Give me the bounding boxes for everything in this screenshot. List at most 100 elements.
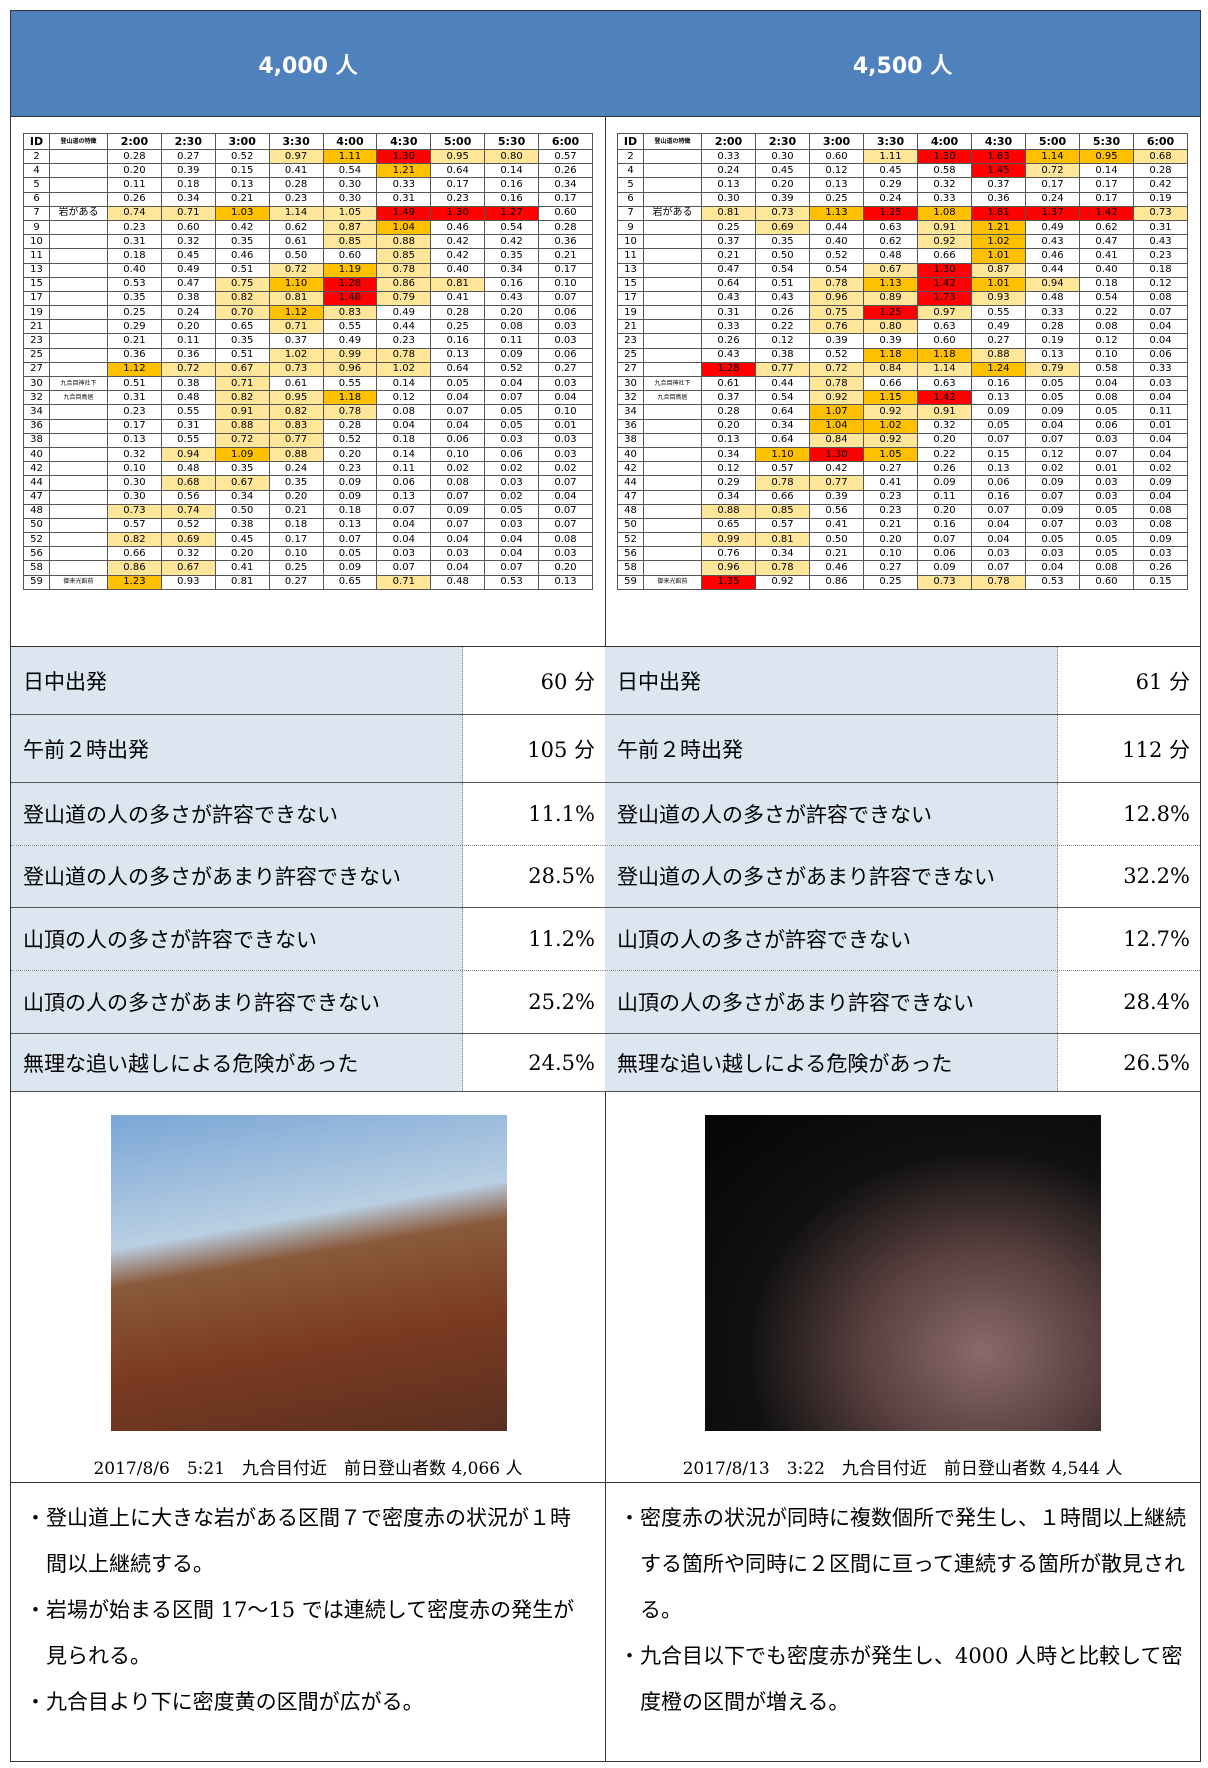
- density-value: 0.24: [1025, 191, 1080, 207]
- density-value: 0.86: [107, 560, 162, 576]
- density-value: 0.66: [755, 489, 810, 505]
- density-value: 0.07: [538, 503, 593, 519]
- section-id: 5: [617, 177, 644, 193]
- density-value: 0.28: [1025, 319, 1080, 335]
- section-id: 10: [617, 234, 644, 250]
- density-value: 0.03: [1025, 546, 1080, 562]
- density-value: 0.67: [863, 262, 918, 278]
- stat-group: 登山道の人の多さが許容できない 11.1% 登山道の人の多さがあまり許容できない 28…: [11, 783, 605, 908]
- density-value: 0.17: [1079, 191, 1134, 207]
- section-id: 13: [23, 262, 50, 278]
- density-value: 0.85: [376, 248, 432, 264]
- stat-row: 日中出発 60 分: [11, 647, 605, 714]
- density-value: 0.57: [755, 517, 810, 534]
- stat-row: 山頂の人の多さがあまり許容できない 28.4%: [605, 970, 1200, 1033]
- density-value: 0.12: [1025, 446, 1080, 463]
- density-value: 0.20: [755, 177, 810, 193]
- density-value: 0.33: [917, 191, 972, 207]
- density-row: 7 岩がある 0.81 0.73 1.13 1.25 1.08 1.81 1.37 1.42 0.7…: [617, 205, 1188, 221]
- density-value: 0.64: [430, 163, 486, 179]
- density-row: 30 九合目神社下 0.51 0.38 0.71 0.61 0.55 0.14 0.05 0.04…: [23, 375, 593, 392]
- density-value: 0.20: [322, 446, 378, 463]
- density-row: 40 0.32 0.94 1.09 0.88 0.20 0.14 0.10 0.06 0.03: [23, 446, 593, 463]
- density-value: 0.85: [755, 503, 810, 519]
- density-value: 0.52: [322, 432, 378, 448]
- density-value: 0.71: [376, 574, 432, 590]
- density-value: 0.81: [214, 574, 270, 590]
- section-id: 44: [23, 475, 50, 491]
- density-value: 0.03: [376, 546, 432, 562]
- density-row: 59 御来光館前 1.35 0.92 0.86 0.25 0.73 0.78 0.53 0.60 0…: [617, 574, 1188, 590]
- density-value: 0.30: [322, 177, 378, 193]
- density-value: 0.51: [755, 276, 810, 292]
- stat-value: 25.2%: [528, 990, 595, 1014]
- density-value: 0.71: [268, 319, 324, 335]
- density-value: 0.88: [214, 418, 270, 434]
- density-value: 0.09: [1133, 475, 1188, 491]
- density-value: 0.27: [863, 461, 918, 477]
- density-row: 27 1.28 0.77 0.72 0.84 1.14 1.24 0.79 0.58 0.33: [617, 361, 1188, 378]
- density-value: 0.18: [322, 503, 378, 519]
- stat-group: 日中出発 61 分: [605, 647, 1200, 715]
- density-value: 0.03: [484, 475, 539, 491]
- density-value: 0.07: [1025, 489, 1080, 505]
- density-value: 0.16: [971, 489, 1026, 505]
- density-value: 0.34: [538, 177, 593, 193]
- density-value: 0.44: [1025, 262, 1080, 278]
- density-value: 0.46: [1025, 248, 1080, 264]
- density-value: 0.02: [538, 461, 593, 477]
- section-feature: [643, 262, 702, 278]
- density-value: 0.73: [1133, 205, 1188, 221]
- density-row: 50 0.57 0.52 0.38 0.18 0.13 0.04 0.07 0.03 0.07: [23, 517, 593, 534]
- column-label: ID: [617, 133, 644, 150]
- density-value: 0.26: [755, 305, 810, 321]
- density-value: 0.04: [1025, 418, 1080, 434]
- density-value: 0.23: [1133, 248, 1188, 264]
- stat-label: 山頂の人の多さがあまり許容できない: [605, 971, 1058, 1033]
- density-value: 1.48: [322, 290, 378, 307]
- density-value: 1.11: [863, 148, 918, 165]
- density-value: 0.77: [755, 361, 810, 378]
- section-feature: [643, 347, 702, 363]
- stat-label: 登山道の人の多さがあまり許容できない: [11, 845, 463, 907]
- density-value: 0.29: [701, 475, 756, 491]
- density-value: 1.10: [755, 446, 810, 463]
- photo: [705, 1115, 1101, 1431]
- column-label: ID: [23, 133, 50, 150]
- density-value: 0.60: [160, 219, 216, 236]
- density-value: 1.28: [322, 276, 378, 292]
- stat-row: 登山道の人の多さがあまり許容できない 28.5%: [11, 844, 605, 907]
- stat-value: 12.8%: [1123, 801, 1190, 826]
- density-row: 2 0.28 0.27 0.52 0.97 1.11 1.30 0.95 0.80 0.57: [23, 148, 593, 165]
- density-value: 0.05: [971, 418, 1026, 434]
- density-value: 0.06: [538, 305, 593, 321]
- section-feature: [49, 418, 108, 434]
- column-label: 3:30: [268, 133, 324, 150]
- density-value: 0.03: [538, 333, 593, 349]
- density-value: 0.03: [1133, 375, 1188, 392]
- density-value: 0.61: [701, 375, 756, 392]
- density-value: 0.93: [971, 290, 1026, 307]
- density-value: 0.45: [863, 163, 918, 179]
- density-value: 0.06: [1079, 418, 1134, 434]
- density-value: 0.96: [322, 361, 378, 378]
- density-value: 0.07: [1079, 446, 1134, 463]
- density-value: 1.81: [971, 205, 1026, 221]
- density-value: 0.60: [322, 248, 378, 264]
- density-row: 36 0.20 0.34 1.04 1.02 0.32 0.05 0.04 0.06 0.01: [617, 418, 1188, 434]
- section-feature: [643, 404, 702, 420]
- photo-caption: 2017/8/13 3:22 九合目付近 前日登山者数 4,544 人: [682, 1459, 1123, 1479]
- section-id: 11: [617, 248, 644, 264]
- density-value: 0.46: [214, 248, 270, 264]
- density-row: 4 0.20 0.39 0.15 0.41 0.54 1.21 0.64 0.14 0.26: [23, 163, 593, 179]
- stat-group: 日中出発 60 分: [11, 647, 605, 715]
- section-feature: [49, 219, 108, 236]
- section-id: 38: [23, 432, 50, 448]
- density-value: 0.95: [1079, 148, 1134, 165]
- section-feature: [49, 347, 108, 363]
- section-feature: [643, 489, 702, 505]
- section-id: 30: [617, 375, 644, 392]
- density-value: 0.40: [107, 262, 162, 278]
- density-value: 0.01: [538, 418, 593, 434]
- density-value: 0.69: [160, 532, 216, 548]
